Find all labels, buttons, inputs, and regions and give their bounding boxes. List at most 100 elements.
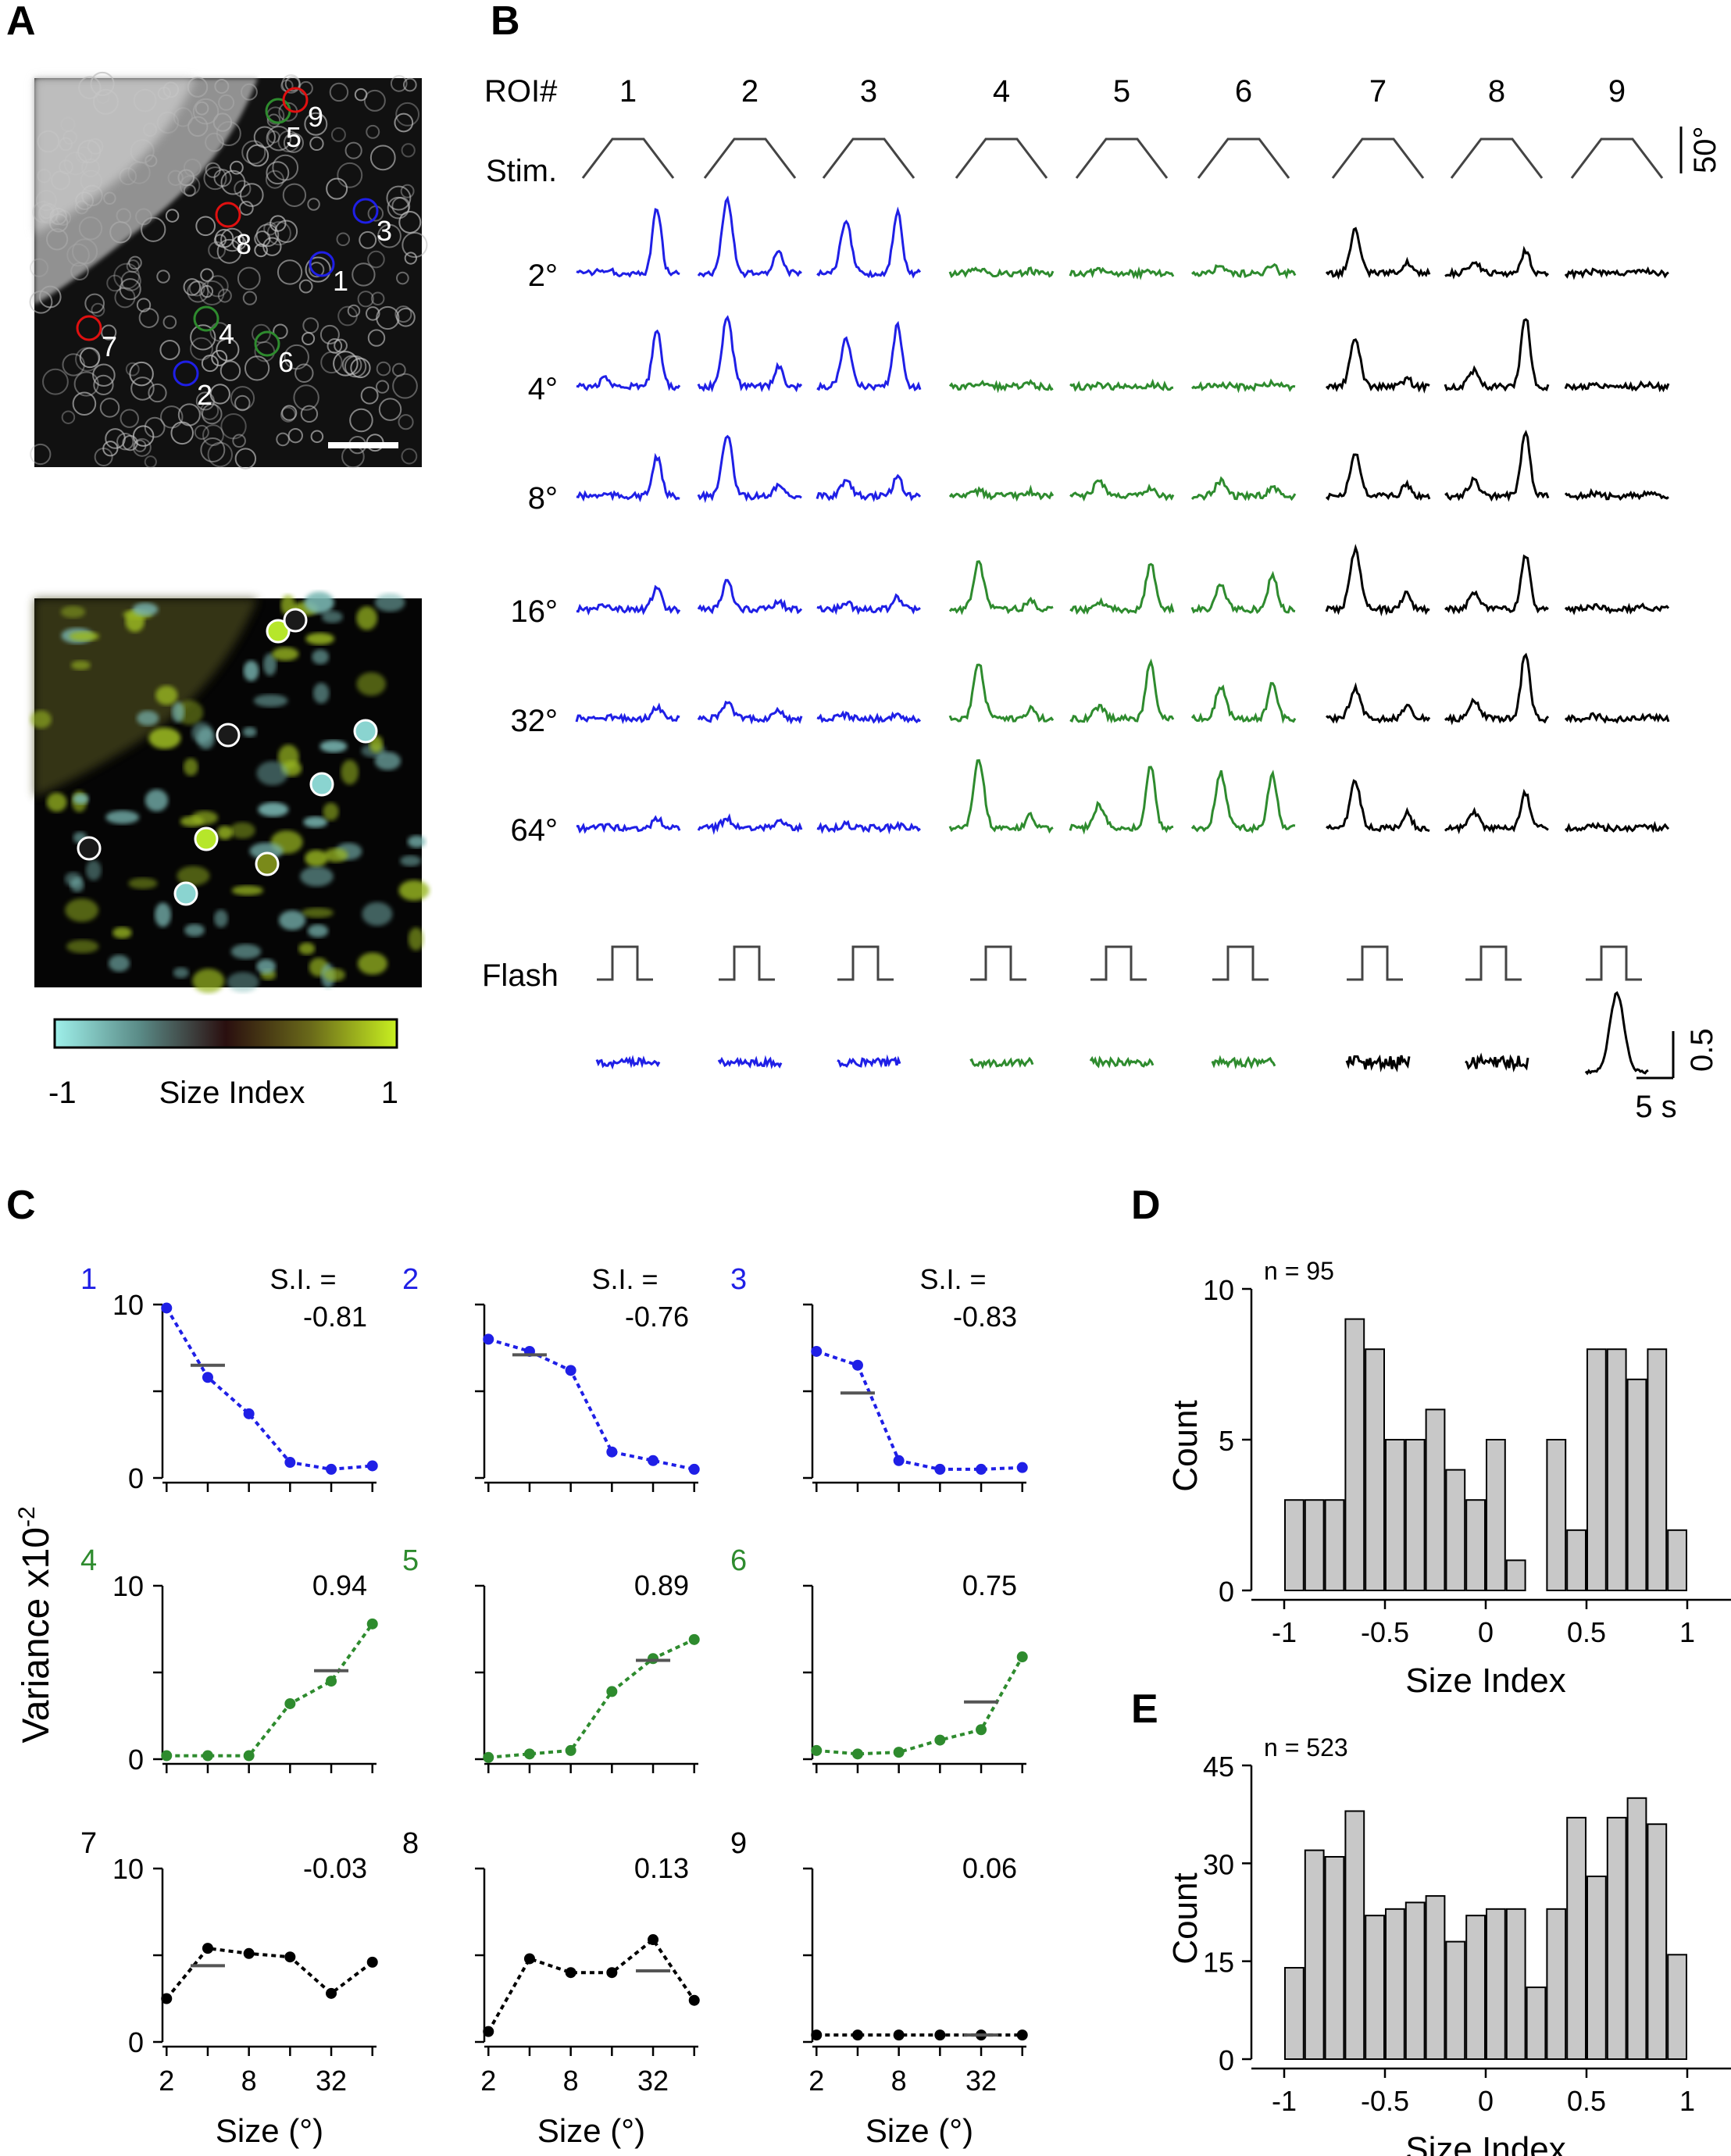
c-y-tick-label: 10 xyxy=(112,1289,144,1321)
cell-outline xyxy=(293,384,319,411)
stim-label: Stim. xyxy=(486,154,557,188)
stim-trapezoid xyxy=(1075,137,1169,179)
response-trace xyxy=(1190,476,1297,502)
cell-outline xyxy=(132,437,152,457)
size-index-blob xyxy=(191,722,212,744)
size-index-blob xyxy=(357,952,387,975)
response-trace xyxy=(1190,682,1297,724)
c-x-tick-label: 8 xyxy=(241,2065,257,2097)
cell-outline xyxy=(319,324,340,344)
response-trace xyxy=(1444,245,1550,280)
c-si-value: 0.75 xyxy=(962,1569,1017,1601)
cell-outline xyxy=(214,229,234,248)
cell-outline xyxy=(148,383,167,403)
cell-outline xyxy=(287,428,303,444)
c-x-tick-label: 8 xyxy=(563,2065,579,2097)
c-data-point xyxy=(648,1455,659,1466)
cell-outline xyxy=(307,198,320,211)
stim-trapezoid xyxy=(822,137,915,179)
c-data-point xyxy=(565,1744,576,1756)
flash-response-trace xyxy=(1584,991,1649,1076)
c-series-line xyxy=(487,1337,695,1471)
roi-number-row: 1 2 3 4 5 6 7 8 9 xyxy=(619,74,1626,109)
cell-outline xyxy=(365,306,380,321)
cell-outline xyxy=(369,145,396,171)
flash-stimulus xyxy=(1465,945,1522,981)
hist-ylabel: Count xyxy=(1166,1400,1205,1491)
size-index-blob xyxy=(407,835,427,848)
size-index-roi-circle xyxy=(173,881,198,906)
c-roi-number: 7 xyxy=(80,1827,97,1860)
roi-label: 9 xyxy=(308,101,323,133)
size-index-blob xyxy=(253,694,288,708)
hist-bar xyxy=(1647,1348,1668,1591)
size-index-blob xyxy=(184,923,205,937)
panel-a: 1 2 3 4 5 6 7 8 9 -1 Size Index 1 xyxy=(29,71,430,1110)
c-data-point xyxy=(326,1987,337,1999)
response-trace xyxy=(1069,766,1174,835)
size-index-blob xyxy=(85,859,102,881)
response-trace xyxy=(948,266,1055,279)
cell-outline xyxy=(398,210,422,234)
size-index-blob xyxy=(64,872,82,887)
c-subplot-roi-8: 8 0.13 2 8 32 Size (°) xyxy=(402,1827,700,2149)
roi-number: 3 xyxy=(860,74,877,109)
c-data-point xyxy=(606,1686,618,1697)
hist-bar xyxy=(1546,1908,1567,2061)
size-index-blob xyxy=(243,660,259,681)
cell-outline xyxy=(238,201,254,216)
cell-outline xyxy=(273,323,288,340)
cell-outline xyxy=(283,132,304,153)
stim-trapezoid xyxy=(1450,137,1544,179)
size-index-blob xyxy=(303,816,328,828)
c-si-value: -0.03 xyxy=(303,1852,367,1884)
response-trace xyxy=(1325,337,1430,394)
cell-outline xyxy=(220,227,244,252)
stimulus-traces xyxy=(581,137,1664,179)
cell-outline xyxy=(359,230,377,249)
size-index-blob xyxy=(312,649,330,665)
response-trace xyxy=(816,206,922,279)
flash-response-trace xyxy=(595,1055,661,1070)
c-data-point xyxy=(243,1408,255,1419)
cell-outline xyxy=(277,259,303,285)
c-subplot-roi-2: 2 S.I. = -0.76 xyxy=(402,1263,700,1492)
hist-bar xyxy=(1425,1895,1446,2060)
c-subplot-roi-4: 4 0.94 10 0 xyxy=(80,1544,378,1776)
size-index-roi-circle xyxy=(283,608,308,633)
c-data-point xyxy=(202,1750,213,1762)
c-data-point xyxy=(161,1993,173,2004)
size-index-blob xyxy=(137,710,159,726)
size-index-blob xyxy=(227,972,259,993)
cell-outline xyxy=(244,355,270,381)
c-si-value: 0.06 xyxy=(962,1852,1017,1884)
cell-outline xyxy=(310,430,324,444)
roi-circles: 1 2 3 4 5 6 7 8 9 xyxy=(76,87,392,411)
cell-outline xyxy=(120,409,139,428)
hist-xlabel: Size Index xyxy=(1405,2130,1565,2156)
cell-outline xyxy=(105,428,126,449)
stim-size-label: 4° xyxy=(528,372,558,406)
roi-circle xyxy=(76,315,102,341)
cell-outline xyxy=(79,347,101,369)
panel-label-c: C xyxy=(6,1183,36,1228)
cell-outline xyxy=(205,162,221,178)
c-si-value: -0.83 xyxy=(953,1301,1017,1333)
c-data-point xyxy=(976,1463,987,1475)
roi-number: 1 xyxy=(619,74,637,109)
stim-size-label: 32° xyxy=(511,704,559,738)
flash-response-trace xyxy=(969,1056,1034,1070)
size-index-blob xyxy=(155,902,172,927)
roi-number: 6 xyxy=(1235,74,1252,109)
roi-label: 7 xyxy=(102,330,117,362)
hist-bar xyxy=(1606,1816,1627,2061)
c-data-point xyxy=(811,1345,823,1357)
response-trace xyxy=(1069,479,1175,502)
stim-scale-bar: 50° xyxy=(1679,127,1722,173)
roi-circle xyxy=(352,198,379,224)
cell-outline xyxy=(165,209,180,223)
cell-outline xyxy=(344,141,362,159)
cell-outline xyxy=(280,406,296,423)
panel-label-a: A xyxy=(6,0,36,44)
